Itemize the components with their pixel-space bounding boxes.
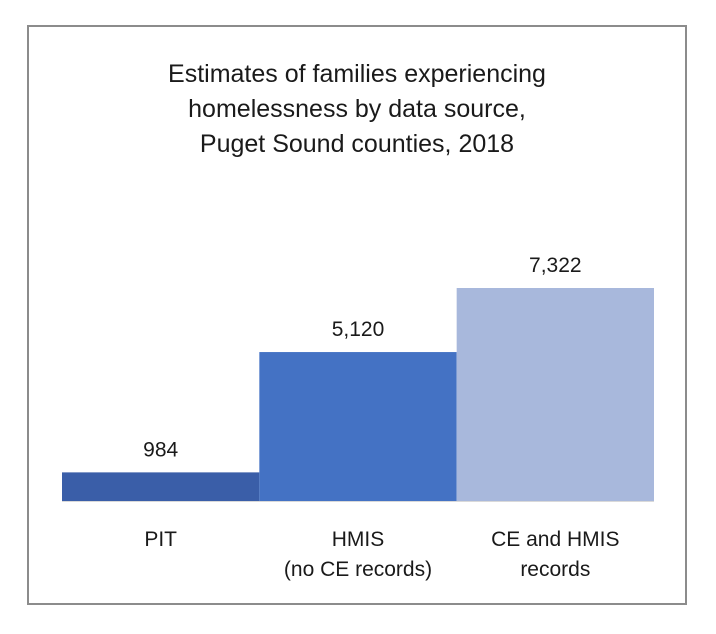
bar-2 — [259, 352, 457, 501]
chart-frame: Estimates of families experiencing homel… — [27, 25, 687, 605]
data-label-1: 984 — [143, 438, 178, 461]
chart-title: Estimates of families experiencing homel… — [29, 57, 685, 162]
bar-1 — [62, 472, 260, 501]
chart-title-line-1: Estimates of families experiencing — [168, 60, 546, 88]
chart-title-line-3: Puget Sound counties, 2018 — [199, 130, 515, 158]
bar-chart: 984 PIT 5,120 HMIS (no CE records) 7,322 CE an… — [62, 254, 654, 581]
chart-title-line-2: homelessness by data source, — [188, 95, 526, 123]
data-label-2: 5,120 — [332, 318, 385, 341]
category-label-3-line-2: records — [520, 558, 590, 581]
data-label-3: 7,322 — [529, 254, 582, 277]
category-label-1-line-1: PIT — [144, 528, 177, 551]
category-label-2-line-1: HMIS — [332, 528, 385, 551]
category-label-3-line-1: CE and HMIS — [491, 528, 619, 551]
bar-3 — [456, 288, 654, 501]
category-label-2-line-2: (no CE records) — [284, 558, 432, 581]
